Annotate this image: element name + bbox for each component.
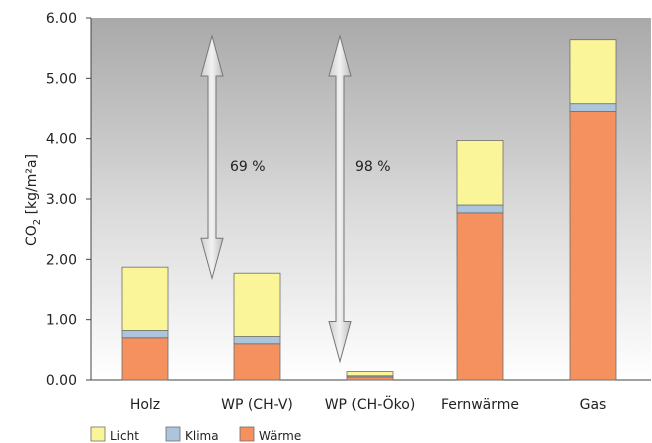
bar-segment xyxy=(233,343,281,381)
reduction-percent-label: 98 % xyxy=(355,159,391,175)
bar-segment xyxy=(569,39,617,105)
double-arrow xyxy=(200,34,224,281)
reduction-arrows: 69 % 98 % xyxy=(200,34,391,364)
legend-label: Klima xyxy=(185,429,219,443)
category-label: Gas xyxy=(580,397,607,413)
bar-segment xyxy=(456,204,504,214)
category-label: Holz xyxy=(130,397,160,413)
bar-segment xyxy=(569,103,617,112)
bars xyxy=(121,39,617,381)
double-arrow xyxy=(328,34,352,364)
bar-segment xyxy=(233,336,281,345)
y-ticks: 0.00 1.00 2.00 3.00 4.00 5.00 6.00 xyxy=(46,11,91,389)
category-label: WP (CH-Öko) xyxy=(325,395,416,413)
legend: Licht Klima Wärme xyxy=(90,426,301,443)
y-tick-label: 0.00 xyxy=(46,373,77,389)
bar-segment xyxy=(346,376,394,381)
category-label: WP (CH-V) xyxy=(221,397,293,413)
bar-segment xyxy=(121,337,169,381)
legend-swatch xyxy=(239,426,255,442)
legend-swatch xyxy=(165,426,181,442)
legend-swatch xyxy=(90,426,106,442)
y-tick-label: 5.00 xyxy=(46,71,77,87)
bar-segment xyxy=(456,212,504,381)
bar-segment xyxy=(121,330,169,339)
bar-segment xyxy=(456,140,504,206)
legend-label: Wärme xyxy=(259,429,301,443)
bar-segment xyxy=(346,371,394,377)
y-tick-label: 6.00 xyxy=(46,11,77,27)
legend-label: Licht xyxy=(110,429,139,443)
bar-segment xyxy=(569,111,617,381)
y-tick-label: 2.00 xyxy=(46,252,77,268)
bar-segment xyxy=(121,266,169,331)
y-tick-label: 3.00 xyxy=(46,192,77,208)
y-tick-label: 4.00 xyxy=(46,132,77,148)
category-labels: Holz WP (CH-V) WP (CH-Öko) Fernwärme Gas xyxy=(130,395,607,413)
reduction-percent-label: 69 % xyxy=(230,159,266,175)
y-axis-label: CO2 [kg/m²a] xyxy=(24,154,43,246)
y-tick-label: 1.00 xyxy=(46,313,77,329)
bar-segment xyxy=(233,272,281,337)
category-label: Fernwärme xyxy=(441,397,519,413)
plot-background xyxy=(91,18,651,380)
